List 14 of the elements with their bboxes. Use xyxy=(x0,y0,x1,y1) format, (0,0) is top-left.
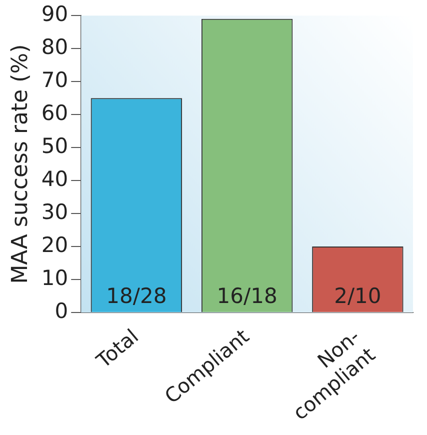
y-tick-label: 10 xyxy=(41,266,68,290)
annotation: 16/18 xyxy=(216,284,278,308)
y-tick-label: 90 xyxy=(41,2,68,26)
y-tick-label: 40 xyxy=(41,166,68,191)
y-tick-label: 50 xyxy=(41,134,68,158)
y-tick-label: 70 xyxy=(41,68,68,92)
annotation: 2/10 xyxy=(334,284,382,308)
y-axis-title: MAA success rate (%) xyxy=(8,44,33,284)
y-tick-label: 30 xyxy=(41,200,68,224)
y-tick-label: 80 xyxy=(41,35,68,60)
y-tick-label: 20 xyxy=(41,232,68,257)
annotation: 18/28 xyxy=(106,284,167,308)
y-tick-label: 60 xyxy=(41,101,68,126)
y-tick-label: 0 xyxy=(54,298,68,323)
